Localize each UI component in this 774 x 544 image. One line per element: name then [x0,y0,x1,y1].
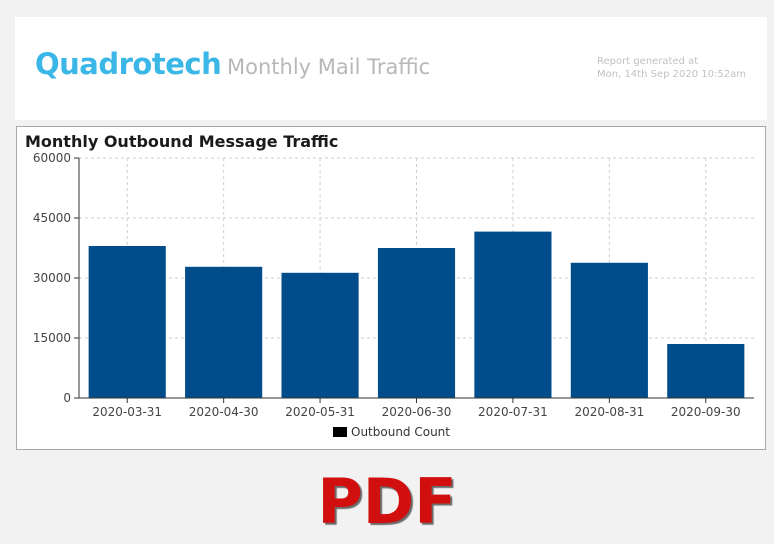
chart-panel: Monthly Outbound Message Traffic 0 15000 30… [16,126,766,450]
x-tick-label: 2020-07-31 [478,405,548,419]
bar-chart: Monthly Outbound Message Traffic 0 15000 30… [25,132,754,439]
bar [474,231,552,398]
y-tick-label: 0 [63,391,71,405]
bar [185,266,263,398]
report-generated-info: Report generated at Mon, 14th Sep 2020 1… [597,55,762,81]
x-tick-label: 2020-06-30 [382,405,452,419]
generated-label: Report generated at [597,56,699,67]
bar [570,262,648,398]
report-header: Quadrotech Monthly Mail Traffic Report g… [15,17,767,120]
y-tick-label: 45000 [33,211,71,225]
x-tick-label: 2020-03-31 [92,405,162,419]
pdf-label[interactable]: PDF [317,465,457,538]
x-tick-label: 2020-04-30 [189,405,259,419]
legend-swatch [333,427,347,437]
legend-label: Outbound Count [351,425,450,439]
y-tick-label: 15000 [33,331,71,345]
bar [281,272,359,398]
x-tick-label: 2020-09-30 [671,405,741,419]
x-tick-label: 2020-08-31 [574,405,644,419]
generated-timestamp: Mon, 14th Sep 2020 10:52am [597,69,746,80]
chart-title: Monthly Outbound Message Traffic [25,132,338,151]
x-tick-label: 2020-05-31 [285,405,355,419]
bar [88,246,166,398]
y-tick-label: 30000 [33,271,71,285]
report-title: Monthly Mail Traffic [227,55,431,79]
quadrotech-logo: Quadrotech [35,47,222,81]
bar [667,344,745,398]
y-tick-label: 60000 [33,151,71,165]
bar [377,248,456,398]
